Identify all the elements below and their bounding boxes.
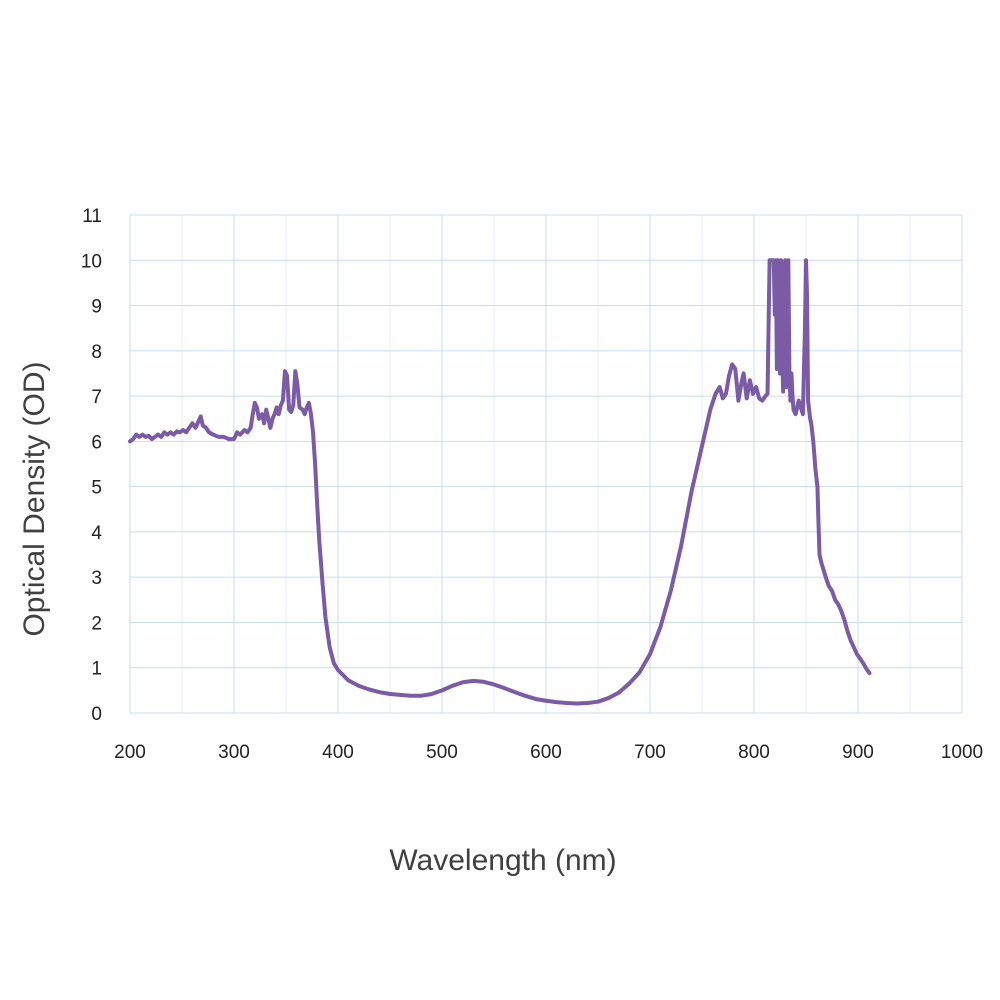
y-tick-label: 9 — [91, 297, 102, 318]
major-grid — [129, 214, 963, 714]
x-tick-label: 600 — [530, 742, 562, 763]
y-tick-label: 3 — [91, 568, 102, 589]
y-tick-label: 10 — [81, 251, 102, 272]
x-tick-label: 400 — [322, 742, 354, 763]
x-tick-label: 300 — [218, 742, 250, 763]
y-tick-label: 0 — [91, 704, 102, 725]
y-axis-title: Optical Density (OD) — [18, 361, 51, 636]
x-tick-label: 1000 — [941, 742, 983, 763]
x-axis-tick-labels: 200 300 400 500 600 700 800 900 1000 — [114, 742, 983, 763]
y-tick-label: 2 — [91, 613, 102, 634]
y-tick-label: 7 — [91, 387, 102, 408]
y-tick-label: 4 — [91, 523, 102, 544]
x-tick-label: 900 — [842, 742, 874, 763]
x-tick-label: 500 — [426, 742, 458, 763]
y-tick-label: 11 — [82, 206, 102, 227]
y-tick-label: 5 — [91, 478, 102, 499]
y-tick-label: 1 — [91, 659, 102, 680]
series-line-optical-density — [128, 258, 872, 706]
y-tick-label: 8 — [91, 342, 102, 363]
x-tick-label: 200 — [114, 742, 146, 763]
x-tick-label: 700 — [634, 742, 666, 763]
y-axis-tick-labels: 0 1 2 3 4 5 6 7 8 9 10 11 — [81, 206, 103, 725]
y-tick-label: 6 — [91, 432, 102, 453]
x-tick-label: 800 — [738, 742, 770, 763]
series-layer — [128, 258, 872, 706]
x-axis-title: Wavelength (nm) — [389, 844, 616, 877]
